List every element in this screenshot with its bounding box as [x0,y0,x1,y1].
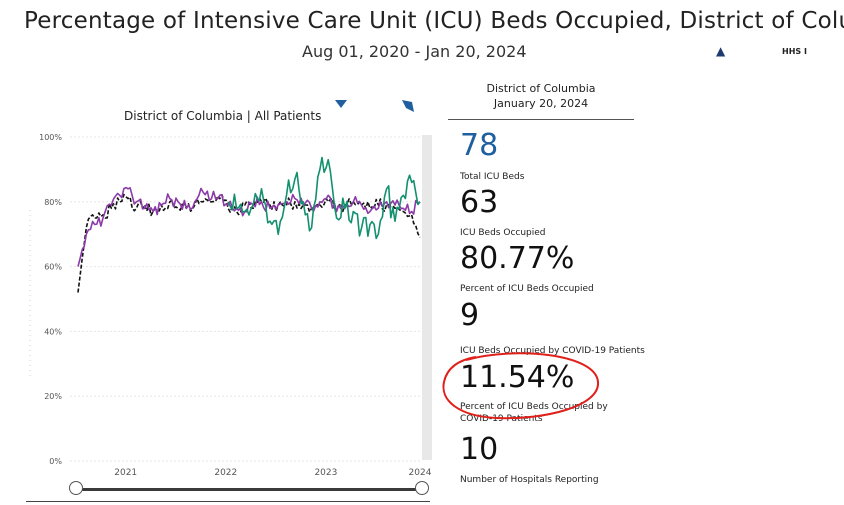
metric-value: 10 [460,432,499,467]
y-tick-label: 80% [44,198,62,207]
page-title: Percentage of Intensive Care Unit (ICU) … [24,8,844,34]
y-tick-label: 60% [44,263,62,272]
y-tick-label: 40% [44,327,62,336]
x-tick-label: 2024 [409,468,432,478]
y-tick-label: 20% [44,392,62,401]
panel-divider [448,119,634,120]
highlight-circle [442,352,600,420]
series-line [77,186,421,267]
metric-value: 78 [460,128,499,163]
metric-label: Total ICU Beds [460,172,525,182]
panel-date: January 20, 2024 [493,97,589,110]
metric-label: Percent of ICU Beds Occupied [460,284,594,294]
slider-start-handle[interactable] [69,481,83,495]
metric-value: 11.54% [460,360,575,395]
metric-value: 9 [460,298,480,333]
eagle-logo-icon: ▲ [716,44,726,58]
metric-value: 80.77% [460,241,575,276]
metric-label: ICU Beds Occupied by COVID-19 Patients [460,346,645,356]
chart-title: District of Columbia | All Patients [124,109,322,123]
divider [26,501,430,502]
metric-label: Number of Hospitals Reporting [460,475,599,485]
x-tick-label: 2022 [214,468,237,478]
slider-end-handle[interactable] [415,481,429,495]
series-line [77,193,421,293]
chart-scrollbar[interactable] [422,135,432,460]
y-tick-label: 0% [49,457,62,466]
hhs-logo-text: HHS I [782,47,807,56]
metric-label: ICU Beds Occupied [460,228,546,238]
date-range-slider[interactable] [77,488,423,491]
x-tick-label: 2023 [314,468,337,478]
panel-header: District of Columbia January 20, 2024 [448,81,634,111]
series-line [227,156,421,240]
y-tick-label: 100% [39,133,62,142]
panel-location: District of Columbia [486,82,596,95]
x-tick-label: 2021 [114,468,137,478]
date-range: Aug 01, 2020 - Jan 20, 2024 [302,42,527,61]
map-fragment-icon [402,100,414,112]
metric-value: 63 [460,185,499,220]
map-fragment-icon [335,100,347,108]
